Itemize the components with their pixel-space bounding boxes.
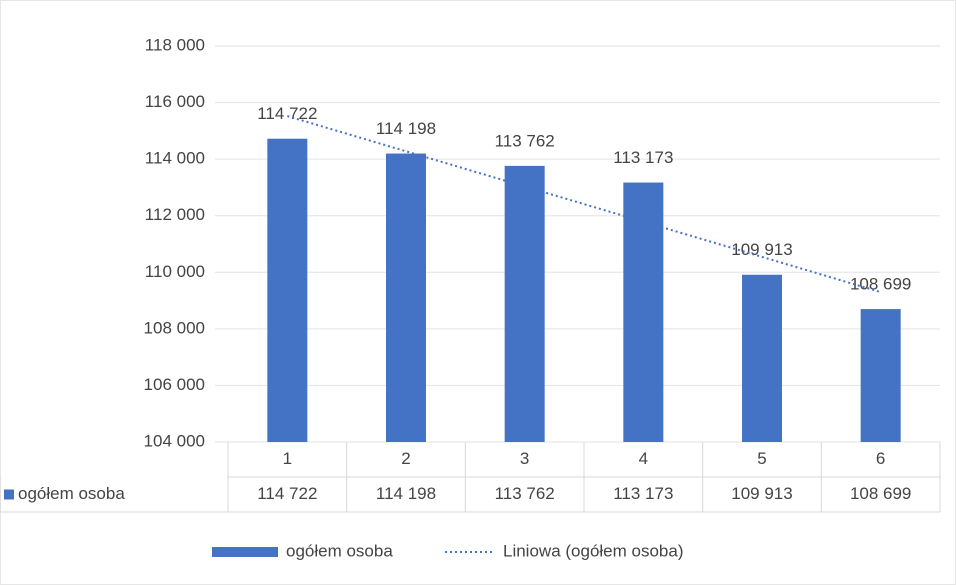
y-tick-label: 116 000 — [145, 92, 205, 111]
y-tick-label: 108 000 — [144, 318, 205, 337]
data-label: 114 198 — [376, 119, 436, 138]
data-label: 113 762 — [495, 131, 555, 150]
y-tick-label: 114 000 — [145, 149, 205, 168]
table-value: 114 722 — [257, 484, 317, 503]
y-tick-label: 106 000 — [144, 375, 205, 394]
y-tick-label: 112 000 — [145, 205, 205, 224]
x-tick-label: 3 — [520, 449, 529, 468]
bar — [267, 138, 308, 442]
x-tick-label: 1 — [283, 449, 292, 468]
trendline — [287, 115, 881, 294]
data-label: 108 699 — [850, 275, 911, 294]
bar — [386, 153, 426, 442]
legend-key — [212, 547, 278, 557]
table-value: 108 699 — [850, 484, 911, 503]
data-label: 114 722 — [257, 104, 317, 123]
y-tick-label: 118 000 — [145, 35, 205, 54]
table-value: 113 173 — [613, 484, 673, 503]
data-label: 113 173 — [613, 148, 673, 167]
table-row-header: ogółem osoba — [18, 484, 125, 503]
table-legend-key — [4, 489, 14, 500]
x-tick-label: 6 — [876, 449, 885, 468]
legend-label: Liniowa (ogółem osoba) — [503, 541, 684, 560]
bar — [504, 165, 545, 442]
data-label: 109 913 — [731, 240, 792, 259]
legend-label: ogółem osoba — [286, 541, 393, 560]
bar — [742, 274, 782, 442]
x-tick-label: 2 — [401, 449, 410, 468]
y-tick-label: 104 000 — [144, 431, 205, 450]
bar — [860, 309, 901, 442]
x-tick-label: 5 — [757, 449, 766, 468]
table-value: 114 198 — [376, 484, 436, 503]
table-value: 109 913 — [731, 484, 792, 503]
x-tick-label: 4 — [639, 449, 648, 468]
y-tick-label: 110 000 — [145, 262, 205, 281]
table-value: 113 762 — [495, 484, 555, 503]
